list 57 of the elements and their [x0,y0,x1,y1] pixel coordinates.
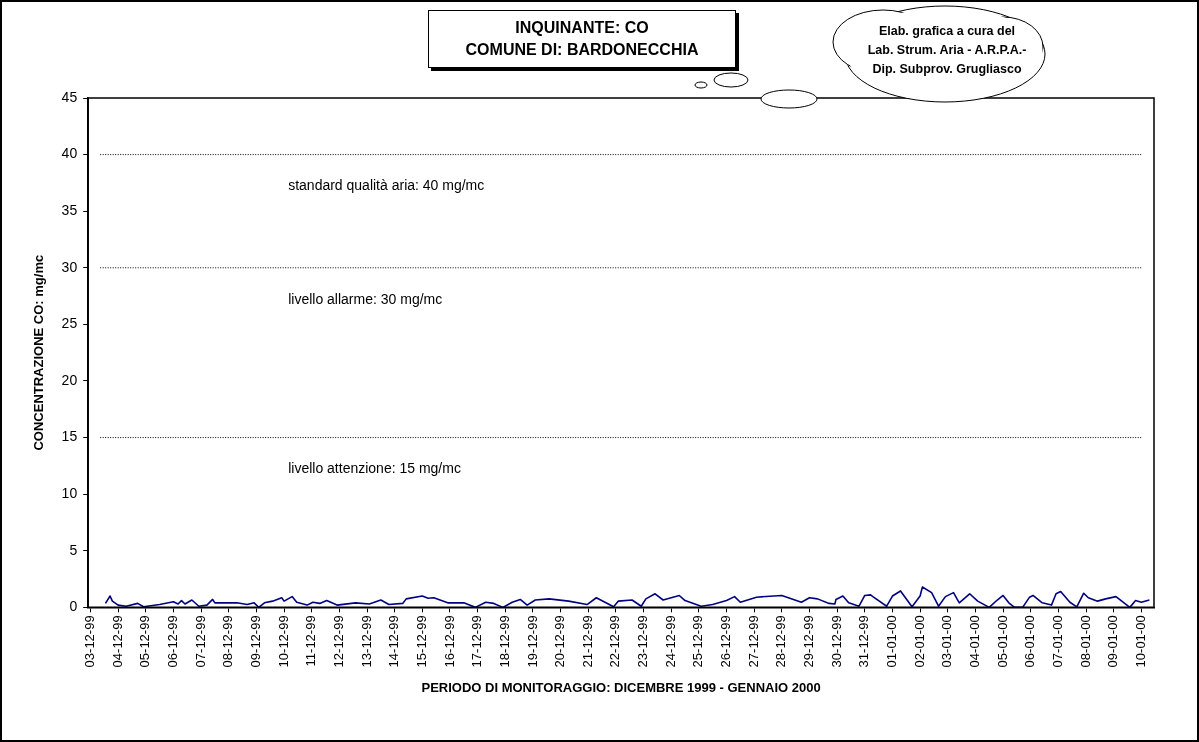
x-tick-label: 14-12-99 [386,615,402,668]
x-tick-label: 07-12-99 [192,615,208,668]
x-tick-label: 30-12-99 [828,615,844,668]
x-tick-label: 22-12-99 [607,615,623,668]
y-tick-label: 20 [61,371,78,388]
x-tick-label: 19-12-99 [524,615,540,668]
x-axis-title: PERIODO DI MONITORAGGIO: DICEMBRE 1999 - GENNAIO 2000 [421,679,821,695]
y-tick-label: 30 [61,258,78,275]
y-axis-title: CONCENTRAZIONE CO: mg/mc [31,254,47,451]
y-tick-label: 40 [61,145,78,162]
ref-line-label: livello attenzione: 15 mg/mc [288,460,461,477]
x-tick-label: 20-12-99 [552,615,568,668]
x-tick-label: 29-12-99 [801,615,817,668]
x-tick-label: 21-12-99 [579,615,595,668]
x-tick-label: 24-12-99 [662,615,678,668]
x-tick-label: 15-12-99 [413,615,429,668]
x-tick-label: 08-12-99 [220,615,236,668]
x-tick-label: 07-01-00 [1049,615,1065,668]
x-tick-label: 17-12-99 [469,615,485,668]
x-tick-label: 01-01-00 [884,615,900,668]
x-tick-label: 09-12-99 [247,615,263,668]
x-tick-label: 26-12-99 [718,615,734,668]
x-tick-label: 10-01-00 [1132,615,1148,668]
x-tick-label: 16-12-99 [441,615,457,668]
x-tick-label: 28-12-99 [773,615,789,668]
y-tick-label: 5 [69,541,78,558]
x-tick-label: 05-01-00 [994,615,1010,668]
x-tick-label: 08-01-00 [1077,615,1093,668]
text: Elab. grafica a cura del Lab. Strum. Aria - A.R.P.A.- Dip. Subprov. Grugliasco [866,23,1028,78]
y-tick-label: 0 [69,598,78,615]
x-tick-label: 25-12-99 [690,615,706,668]
y-tick-label: 45 [61,88,78,105]
x-tick-label: 11-12-99 [303,615,319,667]
x-tick-label: 23-12-99 [635,615,651,668]
x-tick-label: 03-01-00 [939,615,955,668]
y-tick-label: 25 [61,315,78,332]
x-tick-label: 31-12-99 [856,615,872,668]
x-tick-label: 18-12-99 [496,615,512,668]
x-tick-label: 10-12-99 [275,615,291,668]
x-tick-label: 09-01-00 [1105,615,1121,668]
x-tick-label: 02-01-00 [911,615,927,668]
x-tick-label: 27-12-99 [745,615,761,668]
y-tick-label: 10 [61,485,78,502]
x-tick-label: 04-12-99 [109,615,125,668]
x-tick-label: 05-12-99 [137,615,153,668]
y-tick-label: 15 [61,428,78,445]
x-tick-label: 12-12-99 [330,615,346,668]
chart-subtitle: COMUNE DI: BARDONECCHIA [464,40,700,60]
chart-title: INQUINANTE: CO [514,18,650,38]
x-tick-label: 06-12-99 [165,615,181,668]
y-tick-label: 35 [61,202,78,219]
x-tick-label: 13-12-99 [358,615,374,668]
x-tick-label: 03-12-99 [82,615,98,668]
x-tick-label: 06-01-00 [1022,615,1038,668]
ref-line-label: standard qualità aria: 40 mg/mc [288,177,485,194]
ref-line-label: livello allarme: 30 mg/mc [288,290,443,307]
x-tick-label: 04-01-00 [966,615,982,668]
